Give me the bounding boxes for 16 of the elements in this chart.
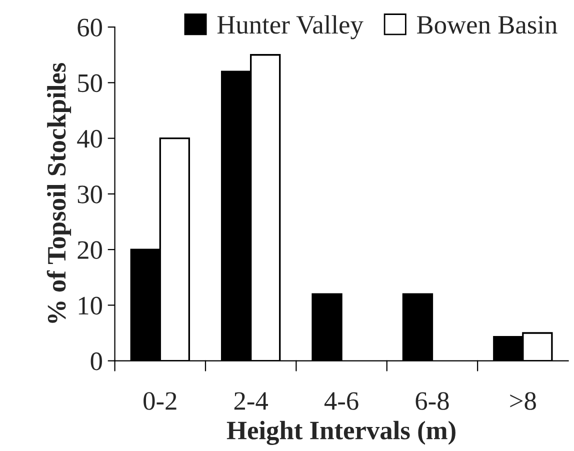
x-axis-title: Height Intervals (m): [226, 420, 456, 445]
y-tick-label: 40: [77, 130, 102, 148]
y-tick-label: 50: [78, 74, 102, 92]
y-axis-title: % of Topsoil Stockpiles: [46, 62, 72, 323]
x-tick-label: 0-2: [144, 392, 176, 410]
x-tick-label: 4-6: [324, 392, 358, 410]
y-tick-label: 20: [78, 241, 102, 259]
legend-label: Hunter Valley: [217, 15, 364, 40]
legend-label: Bowen Basin: [416, 16, 558, 34]
x-tick-label: >8: [510, 392, 536, 410]
y-tick-label: 0: [90, 352, 102, 370]
x-tick-label: 6-8: [416, 392, 449, 410]
y-tick-label: 60: [78, 18, 102, 36]
y-tick-label: 30: [78, 186, 102, 204]
y-tick-label: 10: [78, 296, 102, 315]
x-tick-label: 2-4: [234, 392, 268, 410]
